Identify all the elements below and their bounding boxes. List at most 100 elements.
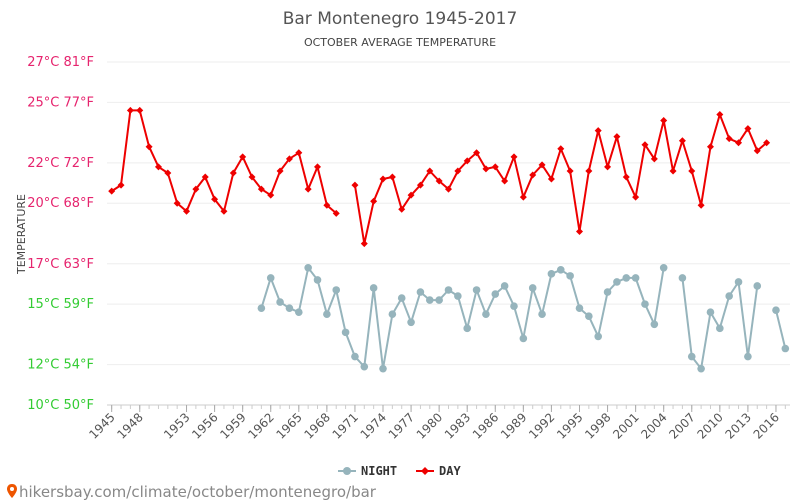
- legend-item-night[interactable]: NIGHT: [338, 464, 397, 478]
- data-point[interactable]: [641, 300, 649, 308]
- data-point[interactable]: [716, 324, 724, 333]
- data-point[interactable]: [435, 296, 443, 304]
- data-point[interactable]: [659, 264, 668, 272]
- data-point[interactable]: [706, 308, 715, 316]
- data-point[interactable]: [445, 185, 452, 193]
- data-point[interactable]: [772, 306, 780, 314]
- data-point[interactable]: [744, 125, 752, 133]
- data-point[interactable]: [463, 157, 471, 165]
- data-point[interactable]: [753, 147, 761, 155]
- data-point[interactable]: [285, 304, 294, 312]
- data-point[interactable]: [678, 137, 686, 145]
- data-point[interactable]: [239, 153, 247, 161]
- data-point[interactable]: [332, 209, 340, 217]
- data-point[interactable]: [426, 167, 434, 175]
- data-point[interactable]: [323, 201, 331, 209]
- data-point[interactable]: [604, 163, 612, 171]
- data-point[interactable]: [444, 286, 453, 294]
- data-point[interactable]: [631, 274, 640, 282]
- data-point[interactable]: [678, 274, 687, 282]
- data-point[interactable]: [192, 185, 200, 193]
- data-point[interactable]: [528, 284, 537, 292]
- data-point[interactable]: [763, 139, 771, 147]
- data-point[interactable]: [491, 290, 500, 298]
- data-point[interactable]: [473, 149, 481, 157]
- data-point[interactable]: [360, 362, 369, 371]
- data-point[interactable]: [613, 278, 621, 286]
- data-point[interactable]: [660, 117, 668, 125]
- source-url[interactable]: hikersbay.com/climate/october/montenegro…: [19, 483, 377, 500]
- data-point[interactable]: [575, 304, 584, 312]
- data-point[interactable]: [500, 282, 509, 290]
- data-point[interactable]: [126, 106, 134, 114]
- data-point[interactable]: [145, 143, 153, 151]
- data-point[interactable]: [725, 135, 733, 143]
- data-point[interactable]: [622, 274, 631, 282]
- data-point[interactable]: [257, 185, 265, 193]
- data-point[interactable]: [697, 364, 705, 373]
- data-point[interactable]: [398, 205, 406, 213]
- data-point[interactable]: [538, 310, 546, 319]
- source-credit[interactable]: hikersbay.com/climate/october/montenegro…: [7, 483, 377, 500]
- data-point[interactable]: [379, 175, 387, 183]
- data-point[interactable]: [332, 286, 341, 294]
- data-point[interactable]: [734, 278, 743, 286]
- data-point[interactable]: [463, 324, 472, 333]
- data-point[interactable]: [164, 169, 172, 177]
- data-point[interactable]: [267, 191, 275, 199]
- data-point[interactable]: [351, 352, 359, 361]
- legend-item-day[interactable]: DAY: [416, 464, 461, 478]
- data-point[interactable]: [211, 195, 219, 203]
- data-point[interactable]: [594, 332, 602, 341]
- data-point[interactable]: [669, 167, 677, 175]
- data-point[interactable]: [753, 282, 762, 290]
- data-point[interactable]: [183, 207, 191, 215]
- data-point[interactable]: [557, 145, 565, 153]
- data-point[interactable]: [650, 320, 659, 329]
- data-point[interactable]: [369, 284, 378, 292]
- data-point[interactable]: [735, 139, 743, 147]
- data-point[interactable]: [482, 165, 490, 173]
- data-point[interactable]: [388, 310, 397, 319]
- data-point[interactable]: [248, 173, 256, 181]
- data-point[interactable]: [650, 155, 658, 163]
- data-point[interactable]: [585, 312, 593, 321]
- data-point[interactable]: [566, 272, 574, 280]
- data-point[interactable]: [304, 185, 312, 193]
- data-point[interactable]: [501, 177, 509, 185]
- data-point[interactable]: [407, 318, 415, 327]
- data-point[interactable]: [556, 266, 565, 274]
- data-point[interactable]: [519, 334, 528, 343]
- data-point[interactable]: [744, 352, 752, 361]
- data-point[interactable]: [154, 163, 162, 171]
- data-point[interactable]: [276, 167, 284, 175]
- data-point[interactable]: [566, 167, 574, 175]
- data-point[interactable]: [108, 187, 116, 195]
- data-point[interactable]: [416, 288, 425, 296]
- data-point[interactable]: [323, 310, 331, 319]
- data-point[interactable]: [622, 173, 630, 181]
- data-point[interactable]: [687, 352, 696, 361]
- data-point[interactable]: [510, 302, 518, 310]
- data-point[interactable]: [435, 177, 443, 185]
- data-point[interactable]: [472, 286, 481, 294]
- data-point[interactable]: [538, 161, 546, 169]
- data-point[interactable]: [688, 167, 696, 175]
- data-point[interactable]: [220, 207, 228, 215]
- data-point[interactable]: [388, 173, 396, 181]
- data-point[interactable]: [136, 106, 144, 114]
- data-point[interactable]: [370, 197, 378, 205]
- data-point[interactable]: [173, 199, 181, 207]
- data-point[interactable]: [575, 227, 583, 235]
- data-point[interactable]: [379, 364, 387, 373]
- data-point[interactable]: [117, 181, 125, 189]
- legend[interactable]: NIGHT DAY: [338, 464, 461, 478]
- data-point[interactable]: [603, 288, 612, 296]
- data-point[interactable]: [425, 296, 434, 304]
- data-point[interactable]: [529, 171, 537, 179]
- data-point[interactable]: [295, 149, 303, 157]
- data-point[interactable]: [454, 167, 462, 175]
- data-point[interactable]: [257, 304, 266, 312]
- data-point[interactable]: [725, 292, 733, 300]
- data-point[interactable]: [229, 169, 237, 177]
